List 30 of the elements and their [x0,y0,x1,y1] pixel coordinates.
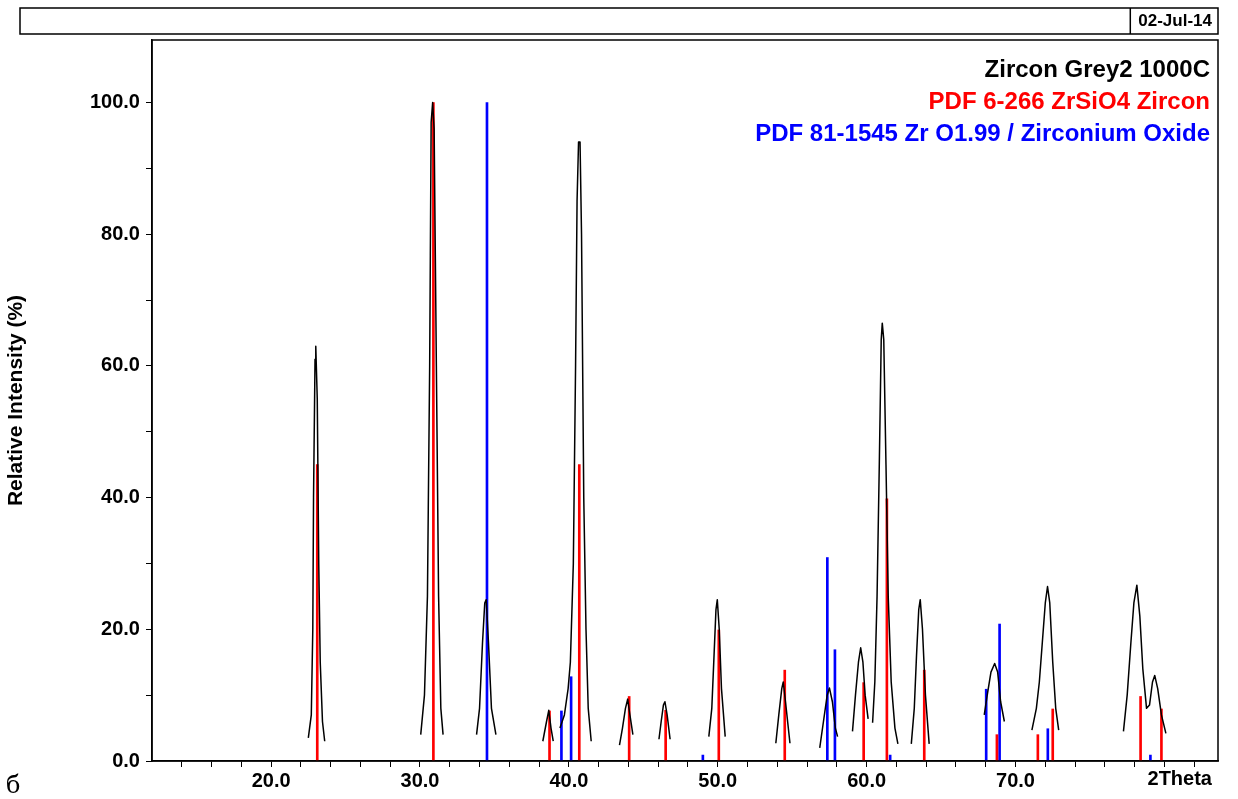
x-tick-label: 60.0 [847,768,887,791]
y-tick-label: 0.0 [112,748,140,771]
text: 02-Jul-14 [1138,10,1213,30]
y-tick-label: 100.0 [89,90,140,113]
bar [717,629,721,761]
bar [577,464,581,761]
x-tick-label: 50.0 [698,768,738,791]
bar [862,682,865,761]
y-tick-label: 20.0 [101,616,140,639]
y-axis-title: Relative Intensity (%) [3,294,27,507]
bar [664,709,667,761]
bar [1149,754,1152,761]
bar [826,557,829,761]
bar [1139,696,1142,761]
bar [1051,708,1055,761]
legend-label: Zircon Grey2 1000C [984,54,1210,82]
y-tick-label: 80.0 [101,221,140,244]
x-tick-label: 40.0 [549,768,589,791]
x-tick-label: 30.0 [400,768,440,791]
bar [432,102,435,761]
x-tick-label: 20.0 [251,768,291,791]
x-axis-title: 2Theta [1147,766,1213,789]
x-tick-label: 70.0 [996,768,1035,791]
y-tick-label: 60.0 [101,353,140,376]
bar [1046,728,1050,761]
text: PDF 6-266 ZrSiO4 Zircon [928,86,1210,114]
text: б [6,771,21,799]
bar [560,710,563,761]
text: PDF 81-1545 Zr O1.99 / Zirconium Oxide [755,118,1210,146]
y-tick-label: 40.0 [101,485,140,508]
